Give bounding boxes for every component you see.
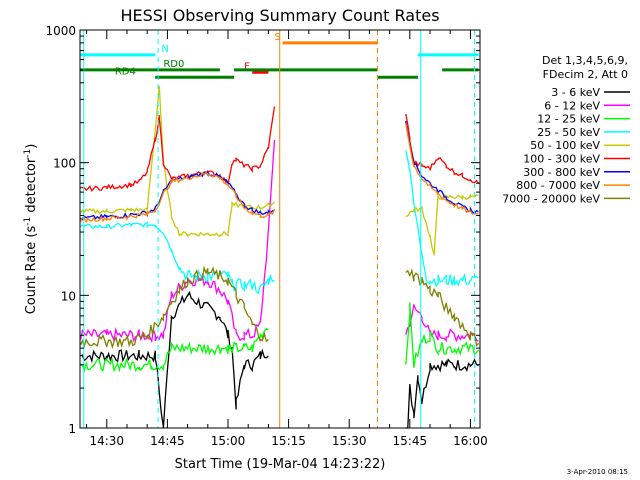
legend-label-6: 300 - 800 keV <box>523 166 600 179</box>
legend-label-2: 12 - 25 keV <box>537 113 600 126</box>
legend-label-1: 6 - 12 keV <box>544 99 600 112</box>
marker-label-f: F <box>244 61 250 72</box>
x-tick-label-1: 14:45 <box>150 434 185 448</box>
series-layer <box>79 85 480 429</box>
x-tick-label-5: 15:45 <box>393 434 428 448</box>
series-line-7 <box>79 123 479 224</box>
instrument-state-markers: N S F RD0 RD4 <box>80 32 479 79</box>
chart-title: HESSI Observing Summary Count Rates <box>120 6 439 25</box>
y-tick-label-1: 10 <box>61 289 76 303</box>
plot-frame <box>79 29 481 429</box>
series-line-0 <box>80 290 479 429</box>
x-tick-label-3: 15:15 <box>271 434 306 448</box>
x-axis-label: Start Time (19-Mar-04 14:23:22) <box>175 457 386 472</box>
y-axis: 1 10 100 1000 <box>45 24 480 436</box>
y-tick-label-3: 1000 <box>45 24 76 38</box>
legend-label-3: 25 - 50 keV <box>537 126 600 139</box>
legend-header-2: FDecim 2, Att 0 <box>543 68 628 81</box>
marker-label-rd4: RD4 <box>115 66 136 77</box>
legend-label-5: 100 - 300 keV <box>523 153 600 166</box>
series-line-2 <box>80 302 479 373</box>
y-axis-label: Count Rate (s-1 detector-1) <box>23 144 39 315</box>
x-tick-label-6: 16:00 <box>453 434 488 448</box>
y-tick-label-0: 1 <box>68 422 76 436</box>
legend: Det 1,3,4,5,6,9, FDecim 2, Att 0 3 - 6 k… <box>502 54 630 205</box>
x-axis: 14:30 14:45 15:00 15:15 15:30 15:45 16:00 <box>86 30 488 448</box>
marker-label-rd0: RD0 <box>163 59 184 70</box>
series-line-5 <box>80 106 480 193</box>
legend-label-0: 3 - 6 keV <box>551 86 600 99</box>
series-line-8 <box>79 265 479 350</box>
x-tick-label-0: 14:30 <box>89 434 124 448</box>
marker-label-s: S <box>274 32 280 43</box>
marker-label-n: N <box>161 44 168 55</box>
series-line-1 <box>79 140 479 344</box>
x-tick-label-4: 15:30 <box>332 434 367 448</box>
legend-label-8: 7000 - 20000 keV <box>502 192 600 205</box>
time-markers <box>83 30 475 428</box>
timestamp: 3-Apr-2010 08:15 <box>567 468 628 476</box>
legend-label-7: 800 - 7000 keV <box>516 179 600 192</box>
legend-header-1: Det 1,3,4,5,6,9, <box>542 54 628 67</box>
x-tick-label-2: 15:00 <box>211 434 246 448</box>
series-line-6 <box>80 120 479 221</box>
y-tick-label-2: 100 <box>53 157 76 171</box>
legend-label-4: 50 - 100 keV <box>530 139 600 152</box>
series-line-3 <box>80 150 479 295</box>
